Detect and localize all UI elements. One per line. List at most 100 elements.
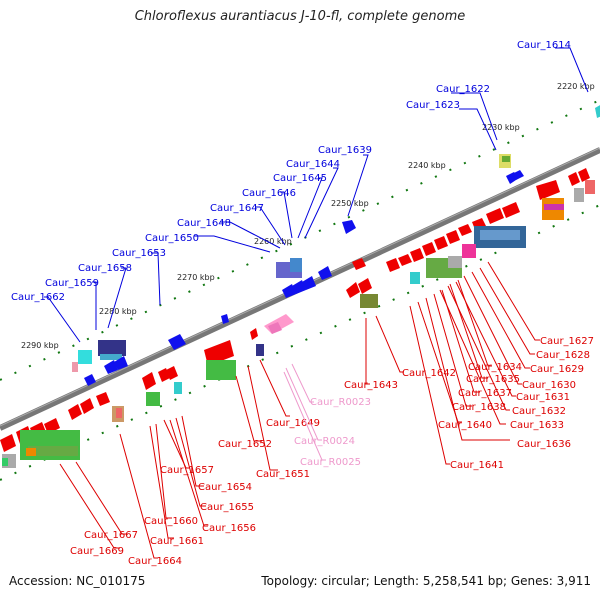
cog-block (574, 188, 584, 202)
cog-block (206, 360, 236, 380)
rna-features (264, 314, 294, 334)
reverse-gene (80, 398, 94, 414)
genome-summary: Topology: circular; Length: 5,258,541 bp… (261, 574, 591, 588)
reverse-gene (568, 172, 580, 186)
label-caur-1636: Caur_1636 (517, 439, 571, 450)
reverse-gene (166, 366, 178, 380)
label-caur-1646: Caur_1646 (242, 188, 296, 199)
kbp-label-2240: 2240 kbp (408, 161, 446, 170)
label-caur-1631: Caur_1631 (516, 392, 570, 403)
label-caur-1656: Caur_1656 (202, 523, 256, 534)
cog-block (290, 258, 302, 272)
label-caur-1633: Caur_1633 (510, 420, 564, 431)
label-caur-1655: Caur_1655 (200, 502, 254, 513)
label-caur-1653: Caur_1653 (112, 248, 166, 259)
label-caur-1647: Caur_1647 (210, 203, 264, 214)
label-caur-1632: Caur_1632 (512, 406, 566, 417)
rna-labels: Caur_R0023 Caur_R0024 Caur_R0025 (294, 397, 371, 468)
label-caur-r0025: Caur_R0025 (300, 457, 361, 468)
label-caur-1622: Caur_1622 (436, 84, 490, 95)
cog-block (585, 180, 595, 194)
label-caur-1623: Caur_1623 (406, 100, 460, 111)
label-caur-1627: Caur_1627 (540, 336, 594, 347)
reverse-gene (422, 242, 436, 256)
forward-gene (84, 374, 96, 386)
forward-gene (168, 334, 186, 350)
reverse-gene (68, 404, 82, 420)
kbp-label-2260: 2260 kbp (254, 237, 292, 246)
label-caur-r0024: Caur_R0024 (294, 436, 355, 447)
kbp-label-2270: 2270 kbp (177, 273, 215, 282)
reverse-gene (250, 328, 258, 340)
label-caur-1664: Caur_1664 (128, 556, 182, 567)
label-caur-1641: Caur_1641 (450, 460, 504, 471)
reverse-gene (536, 180, 560, 200)
forward-gene (104, 360, 118, 374)
label-caur-1630: Caur_1630 (522, 380, 576, 391)
kbp-label-2280: 2280 kbp (99, 307, 137, 316)
cog-block (462, 244, 476, 258)
genome-title: Chloroflexus aurantiacus J-10-fl, comple… (134, 9, 466, 24)
label-caur-1640: Caur_1640 (438, 420, 492, 431)
label-caur-1659: Caur_1659 (45, 278, 99, 289)
forward-gene (595, 105, 600, 118)
cog-block (2, 458, 8, 466)
rna-leader-lines (283, 363, 326, 461)
label-caur-1650: Caur_1650 (145, 233, 199, 244)
forward-gene (114, 356, 128, 370)
label-caur-1629: Caur_1629 (530, 364, 584, 375)
label-caur-1639: Caur_1639 (318, 145, 372, 156)
reverse-gene (386, 258, 400, 272)
label-caur-1645: Caur_1645 (273, 173, 327, 184)
cog-block (72, 362, 78, 372)
label-caur-1638: Caur_1638 (452, 402, 506, 413)
cog-block (28, 446, 78, 456)
label-caur-1651: Caur_1651 (256, 469, 310, 480)
reverse-gene (142, 372, 156, 390)
label-caur-1669: Caur_1669 (70, 546, 124, 557)
label-caur-1649: Caur_1649 (266, 418, 320, 429)
forward-gene (221, 314, 229, 324)
forward-gene (302, 276, 316, 290)
label-caur-1661: Caur_1661 (150, 536, 204, 547)
cog-block (544, 204, 564, 210)
kbp-label-2220: 2220 kbp (557, 82, 595, 91)
label-caur-1662: Caur_1662 (11, 292, 65, 303)
label-caur-1667: Caur_1667 (84, 530, 138, 541)
label-caur-1644: Caur_1644 (286, 159, 340, 170)
label-caur-1657: Caur_1657 (160, 465, 214, 476)
forward-gene (342, 220, 356, 234)
forward-gene (292, 280, 306, 294)
reverse-gene (346, 282, 360, 298)
reverse-gene (458, 224, 472, 236)
reverse-gene (434, 236, 448, 250)
kbp-tick-labels: 2220 kbp 2230 kbp 2240 kbp 2250 kbp 2260… (21, 82, 595, 350)
rna-gene (268, 322, 282, 334)
cog-block (256, 344, 264, 356)
label-caur-1654: Caur_1654 (198, 482, 252, 493)
forward-gene (318, 266, 332, 280)
kbp-label-2290: 2290 kbp (21, 341, 59, 350)
cog-block (480, 230, 520, 240)
kbp-label-2230: 2230 kbp (482, 123, 520, 132)
forward-strand-features (72, 105, 600, 386)
reverse-gene (398, 254, 412, 266)
reverse-leader-lines (59, 261, 540, 559)
cog-block (360, 294, 378, 308)
reverse-gene (578, 168, 590, 182)
reverse-gene (446, 230, 460, 244)
label-caur-1643: Caur_1643 (344, 380, 398, 391)
reverse-gene (486, 208, 504, 224)
cog-block (100, 354, 122, 360)
reverse-strand-features (0, 168, 595, 468)
forward-labels: Caur_1614 Caur_1622 Caur_1623 Caur_1639 … (11, 40, 571, 303)
forward-gene (282, 284, 296, 298)
cog-block (146, 392, 160, 406)
reverse-labels: Caur_1627 Caur_1628 Caur_1629 Caur_1630 … (70, 336, 594, 567)
label-caur-1635: Caur_1635 (466, 374, 520, 385)
cog-block (448, 256, 462, 268)
cog-block (26, 448, 36, 456)
kbp-label-2250: 2250 kbp (331, 199, 369, 208)
label-caur-1652: Caur_1652 (218, 439, 272, 450)
